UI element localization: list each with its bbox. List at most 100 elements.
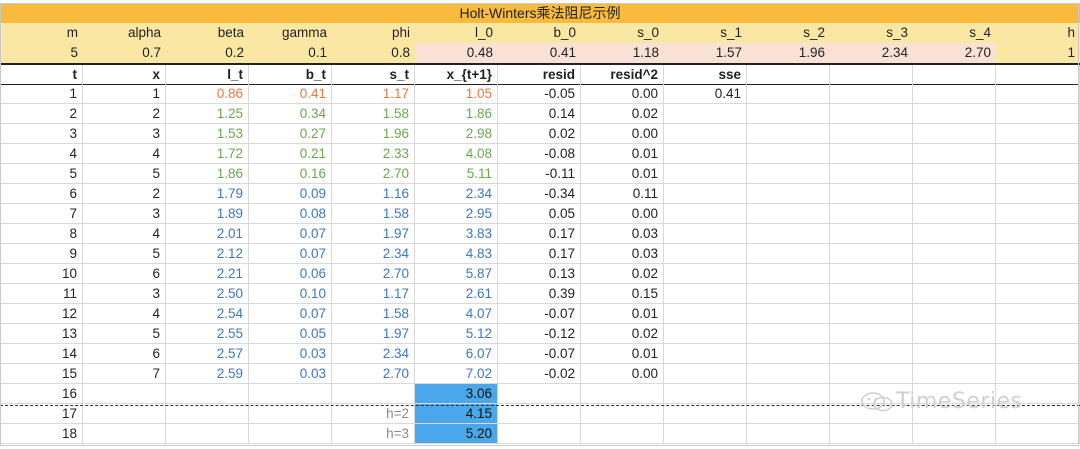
cell-empty[interactable] <box>996 184 1080 204</box>
cell-s[interactable]: 1.58 <box>332 304 415 324</box>
param-label-alpha[interactable]: alpha <box>83 23 166 43</box>
cell-x[interactable]: 6 <box>83 264 166 284</box>
cell-empty[interactable] <box>747 304 830 324</box>
cell-empty[interactable] <box>996 364 1080 384</box>
cell-b[interactable]: 0.08 <box>249 204 332 224</box>
cell-t[interactable]: 2 <box>0 104 83 124</box>
cell-s[interactable]: 2.34 <box>332 344 415 364</box>
cell-s[interactable]: 2.33 <box>332 144 415 164</box>
cell-empty[interactable] <box>913 84 996 104</box>
cell-x[interactable]: 4 <box>83 144 166 164</box>
cell-f[interactable]: 2.34 <box>415 184 498 204</box>
cell-empty[interactable] <box>830 404 913 424</box>
cell-empty[interactable] <box>747 65 830 85</box>
cell-horizon[interactable]: h=2 <box>332 404 415 424</box>
cell-empty[interactable] <box>664 384 747 404</box>
cell-sse[interactable] <box>664 184 747 204</box>
cell-r2[interactable]: 0.01 <box>581 144 664 164</box>
cell-empty[interactable] <box>249 384 332 404</box>
param-value-phi[interactable]: 0.8 <box>332 43 415 63</box>
cell-empty[interactable] <box>830 244 913 264</box>
cell-empty[interactable] <box>83 424 166 444</box>
cell-l[interactable]: 1.72 <box>166 144 249 164</box>
cell-empty[interactable] <box>996 264 1080 284</box>
cell-r2[interactable]: 0.15 <box>581 284 664 304</box>
cell-empty[interactable] <box>747 404 830 424</box>
cell-t[interactable]: 16 <box>0 384 83 404</box>
cell-empty[interactable] <box>747 244 830 264</box>
cell-sse[interactable] <box>664 144 747 164</box>
cell-r[interactable]: -0.07 <box>498 304 581 324</box>
cell-r[interactable]: -0.11 <box>498 164 581 184</box>
cell-forecast[interactable]: 3.06 <box>415 384 498 404</box>
cell-l[interactable]: 2.59 <box>166 364 249 384</box>
cell-empty[interactable] <box>747 144 830 164</box>
cell-x[interactable]: 4 <box>83 224 166 244</box>
cell-sse[interactable] <box>664 304 747 324</box>
cell-empty[interactable] <box>83 384 166 404</box>
param-value-s-4[interactable]: 2.70 <box>913 43 996 63</box>
cell-b[interactable]: 0.07 <box>249 244 332 264</box>
cell-empty[interactable] <box>747 104 830 124</box>
cell-empty[interactable] <box>830 264 913 284</box>
cell-b[interactable]: 0.41 <box>249 84 332 104</box>
cell-f[interactable]: 1.05 <box>415 84 498 104</box>
cell-empty[interactable] <box>913 224 996 244</box>
cell-empty[interactable] <box>249 424 332 444</box>
cell-empty[interactable] <box>830 84 913 104</box>
cell-empty[interactable] <box>996 84 1080 104</box>
param-label-l-0[interactable]: l_0 <box>415 23 498 43</box>
cell-empty[interactable] <box>830 164 913 184</box>
cell-empty[interactable] <box>830 344 913 364</box>
cell-r[interactable]: -0.12 <box>498 324 581 344</box>
cell-empty[interactable] <box>581 424 664 444</box>
cell-r2[interactable]: 0.01 <box>581 304 664 324</box>
cell-r[interactable]: 0.17 <box>498 244 581 264</box>
cell-empty[interactable] <box>913 364 996 384</box>
cell-empty[interactable] <box>830 424 913 444</box>
cell-empty[interactable] <box>747 364 830 384</box>
cell-t[interactable]: 17 <box>0 404 83 424</box>
cell-horizon[interactable] <box>332 384 415 404</box>
cell-empty[interactable] <box>996 244 1080 264</box>
cell-empty[interactable] <box>830 384 913 404</box>
cell-t[interactable]: 1 <box>0 84 83 104</box>
cell-b[interactable]: 0.34 <box>249 104 332 124</box>
param-value-s-0[interactable]: 1.18 <box>581 43 664 63</box>
cell-f[interactable]: 5.87 <box>415 264 498 284</box>
cell-empty[interactable] <box>83 404 166 424</box>
cell-empty[interactable] <box>996 224 1080 244</box>
cell-x[interactable]: 6 <box>83 344 166 364</box>
cell-t[interactable]: 10 <box>0 264 83 284</box>
col-header-b-t[interactable]: b_t <box>249 65 332 85</box>
cell-sse[interactable] <box>664 204 747 224</box>
param-label-s-3[interactable]: s_3 <box>830 23 913 43</box>
cell-empty[interactable] <box>249 404 332 424</box>
cell-empty[interactable] <box>913 204 996 224</box>
cell-x[interactable]: 7 <box>83 364 166 384</box>
cell-l[interactable]: 2.01 <box>166 224 249 244</box>
cell-empty[interactable] <box>747 164 830 184</box>
cell-empty[interactable] <box>498 404 581 424</box>
param-label-b-0[interactable]: b_0 <box>498 23 581 43</box>
cell-f[interactable]: 4.83 <box>415 244 498 264</box>
cell-r2[interactable]: 0.03 <box>581 224 664 244</box>
cell-empty[interactable] <box>913 144 996 164</box>
cell-empty[interactable] <box>913 65 996 85</box>
cell-empty[interactable] <box>830 65 913 85</box>
cell-r[interactable]: 0.05 <box>498 204 581 224</box>
cell-r2[interactable]: 0.01 <box>581 344 664 364</box>
cell-b[interactable]: 0.09 <box>249 184 332 204</box>
cell-empty[interactable] <box>581 384 664 404</box>
cell-empty[interactable] <box>830 204 913 224</box>
cell-sse[interactable] <box>664 284 747 304</box>
param-value-l-0[interactable]: 0.48 <box>415 43 498 63</box>
cell-empty[interactable] <box>747 344 830 364</box>
cell-l[interactable]: 1.86 <box>166 164 249 184</box>
cell-l[interactable]: 1.79 <box>166 184 249 204</box>
cell-t[interactable]: 11 <box>0 284 83 304</box>
cell-r[interactable]: -0.34 <box>498 184 581 204</box>
cell-s[interactable]: 1.96 <box>332 124 415 144</box>
cell-empty[interactable] <box>913 324 996 344</box>
cell-t[interactable]: 12 <box>0 304 83 324</box>
